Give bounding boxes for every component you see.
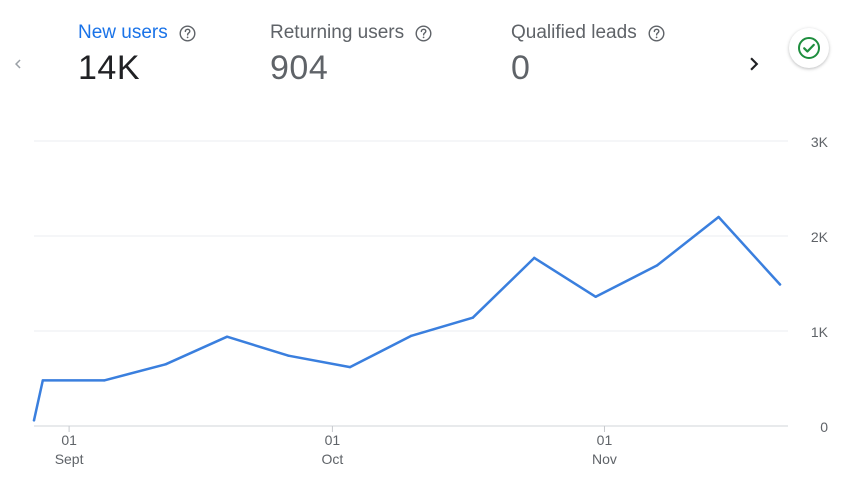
- status-check-button[interactable]: [789, 28, 829, 68]
- x-tick-day: 01: [61, 432, 77, 448]
- tab-qualified-leads[interactable]: Qualified leads 0: [511, 22, 666, 94]
- y-tick-label: 3K: [811, 134, 829, 150]
- metric-label: Qualified leads: [511, 22, 637, 43]
- chevron-left-icon: [9, 55, 27, 73]
- help-circle-icon[interactable]: [414, 24, 433, 43]
- data-point: [164, 363, 167, 366]
- metric-label: New users: [78, 22, 168, 43]
- tab-new-users[interactable]: New users 14K: [78, 22, 197, 94]
- data-point: [655, 264, 659, 267]
- data-point: [410, 334, 413, 337]
- data-point: [533, 256, 536, 260]
- data-point: [778, 283, 782, 286]
- data-point: [594, 295, 597, 298]
- metric-label: Returning users: [270, 22, 405, 43]
- data-point: [32, 419, 36, 422]
- data-point: [287, 354, 290, 357]
- x-tick-month: Oct: [322, 451, 344, 467]
- previous-metrics-button[interactable]: [4, 50, 32, 78]
- x-tick-month: Nov: [592, 451, 617, 467]
- help-circle-icon[interactable]: [647, 24, 666, 43]
- next-metrics-button[interactable]: [740, 50, 768, 78]
- data-point: [348, 365, 352, 369]
- check-circle-icon: [797, 36, 821, 60]
- series-line: [32, 215, 782, 422]
- help-circle-icon[interactable]: [178, 24, 197, 43]
- chevron-right-icon: [741, 51, 767, 77]
- y-tick-label: 2K: [811, 229, 829, 245]
- x-tick-day: 01: [325, 432, 341, 448]
- data-point: [41, 379, 44, 382]
- metric-value: 904: [270, 49, 329, 87]
- data-point: [225, 335, 229, 338]
- data-point: [103, 379, 106, 382]
- x-tick-month: Sept: [55, 451, 84, 467]
- y-tick-label: 0: [820, 419, 828, 435]
- y-tick-label: 1K: [811, 324, 829, 340]
- x-tick-day: 01: [597, 432, 613, 448]
- tab-returning-users[interactable]: Returning users 904: [270, 22, 433, 94]
- metric-value: 0: [511, 49, 531, 87]
- metric-value: 14K: [78, 49, 140, 87]
- data-point: [471, 316, 475, 319]
- data-point: [717, 215, 720, 219]
